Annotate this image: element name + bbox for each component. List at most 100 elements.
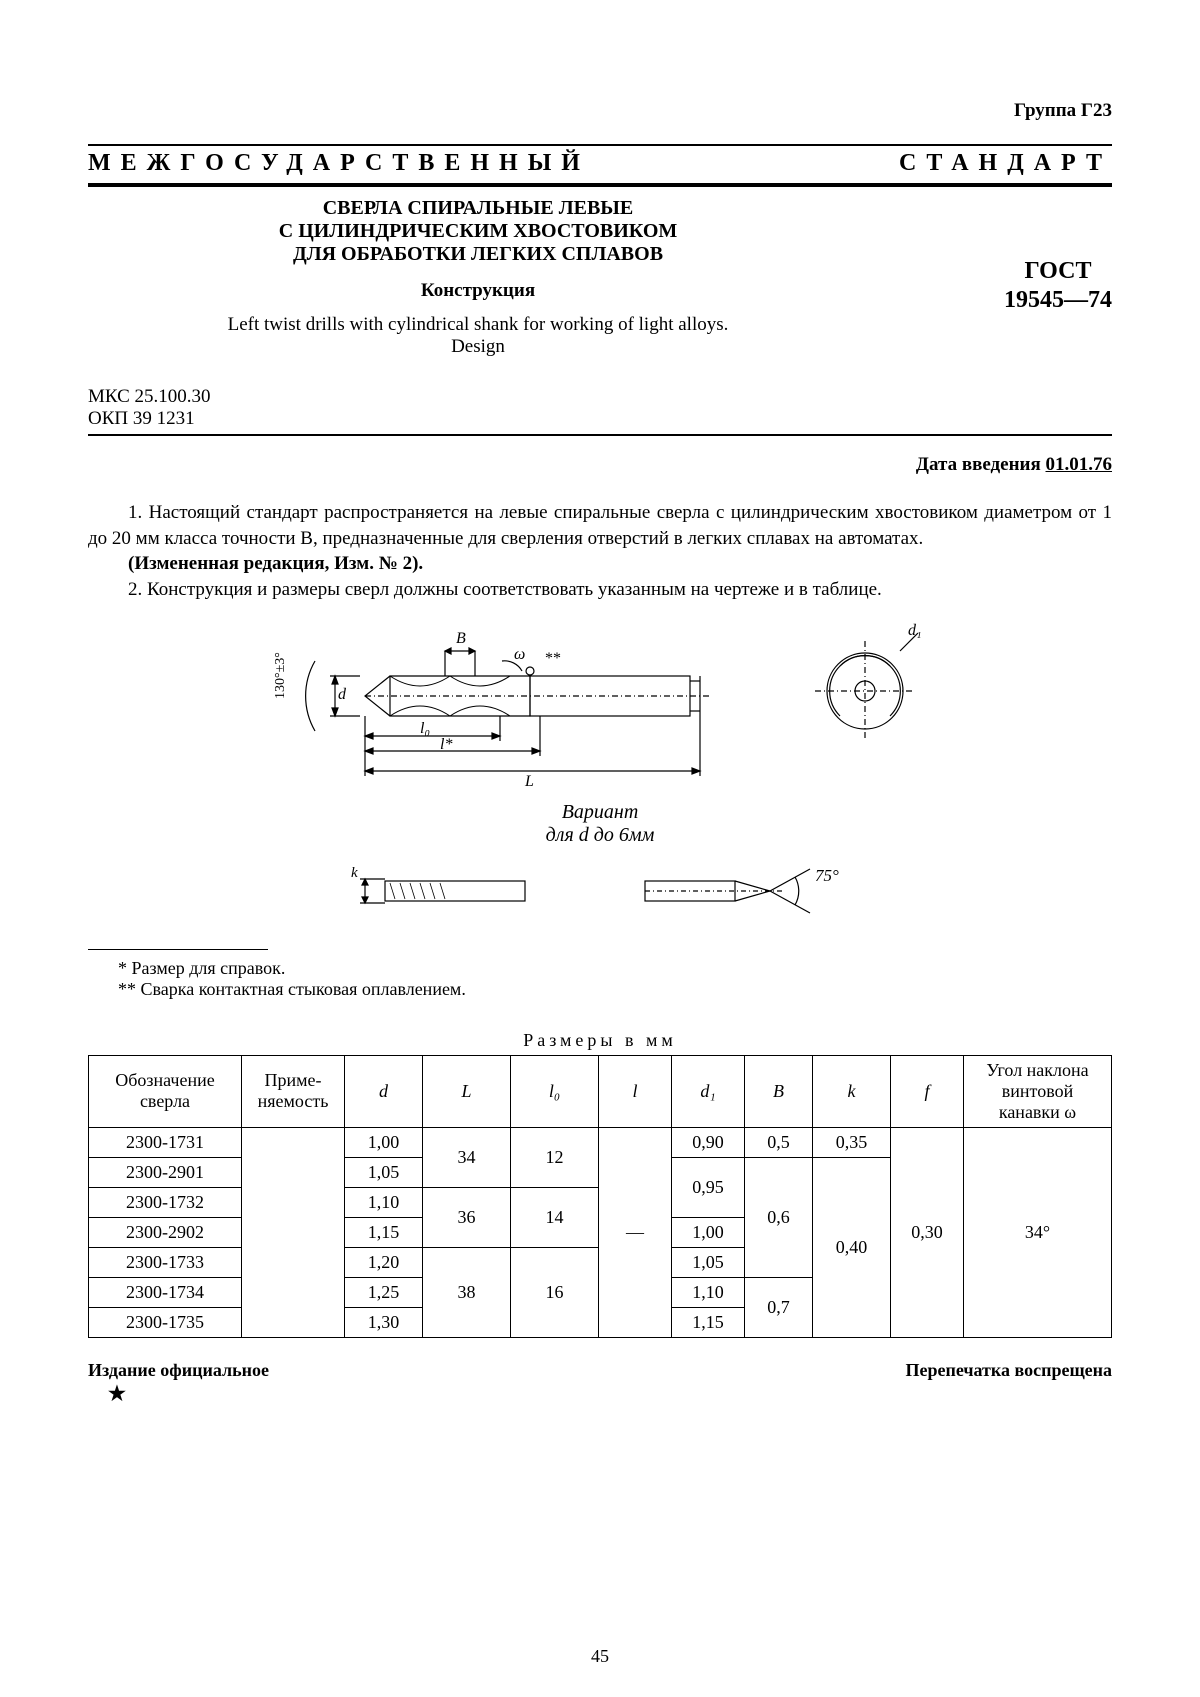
th-l: l: [599, 1055, 672, 1127]
variant-caption: Вариант для d до 6мм: [88, 801, 1112, 847]
td-code: 2300-2901: [89, 1157, 242, 1187]
td-d: 1,15: [345, 1217, 423, 1247]
td-d: 1,30: [345, 1307, 423, 1337]
td-k: 0,40: [813, 1157, 891, 1337]
footnote-2: ** Сварка контактная стыковая оплавление…: [88, 979, 1112, 1000]
footnotes: * Размер для справок. ** Сварка контактн…: [88, 958, 1112, 1000]
td-d1: 0,95: [672, 1157, 745, 1217]
banner: МЕЖГОСУДАРСТВЕННЫЙ СТАНДАРТ: [88, 144, 1112, 187]
page: Группа Г23 МЕЖГОСУДАРСТВЕННЫЙ СТАНДАРТ С…: [0, 0, 1200, 1697]
paragraph-2: 2. Конструкция и размеры сверл должны со…: [88, 577, 1112, 603]
paragraph-1: 1. Настоящий стандарт распространяется н…: [88, 500, 1112, 551]
label-L: L: [524, 773, 534, 790]
construction-label: Конструкция: [168, 280, 788, 302]
group-label: Группа Г23: [88, 100, 1112, 122]
cross-section-drawing: d₁: [800, 621, 930, 751]
th-L: L: [423, 1055, 511, 1127]
th-d: d: [345, 1055, 423, 1127]
td-l0: 12: [511, 1127, 599, 1187]
gost-block: ГОСТ 19545—74: [1004, 257, 1112, 315]
dimensions-table: Обозначение сверла Приме- няемость d L l…: [88, 1055, 1112, 1338]
title-column: СВЕРЛА СПИРАЛЬНЫЕ ЛЕВЫЕ С ЦИЛИНДРИЧЕСКИМ…: [168, 197, 788, 358]
variant-tip-view: 75°: [635, 861, 855, 921]
table-caption: Размеры в мм: [88, 1030, 1112, 1051]
td-B: 0,6: [745, 1157, 813, 1277]
th-f: f: [891, 1055, 964, 1127]
td-prim: [242, 1127, 345, 1337]
th-B: B: [745, 1055, 813, 1127]
label-k: k: [351, 865, 358, 881]
th-angle: Угол наклона винтовой канавки ω: [964, 1055, 1112, 1127]
td-d: 1,25: [345, 1277, 423, 1307]
td-ang: 34°: [964, 1127, 1112, 1337]
td-d: 1,00: [345, 1127, 423, 1157]
td-d1: 1,10: [672, 1277, 745, 1307]
th-k: k: [813, 1055, 891, 1127]
code-mkc: МКС 25.100.30: [88, 386, 1112, 408]
td-B: 0,7: [745, 1277, 813, 1337]
footer-row: Издание официальное ★ Перепечатка воспре…: [88, 1360, 1112, 1406]
code-okp: ОКП 39 1231: [88, 408, 1112, 430]
footnote-rule: [88, 949, 268, 958]
codes-block: МКС 25.100.30 ОКП 39 1231: [88, 386, 1112, 436]
variant-side-view: k: [345, 861, 545, 921]
label-omega: ω: [514, 646, 525, 663]
td-d1: 1,05: [672, 1247, 745, 1277]
footer-left-text: Издание официальное: [88, 1360, 269, 1380]
td-B: 0,5: [745, 1127, 813, 1157]
td-k: 0,35: [813, 1127, 891, 1157]
td-code: 2300-1733: [89, 1247, 242, 1277]
figure-main: B ω ** d 130°±3° l₀ l* L d₁: [88, 621, 1112, 791]
english-sub: Design: [168, 336, 788, 358]
date-label: Дата введения: [916, 454, 1046, 475]
paragraph-change: (Измененная редакция, Изм. № 2).: [88, 551, 1112, 577]
label-d1: d₁: [908, 622, 922, 639]
banner-right: СТАНДАРТ: [899, 150, 1112, 177]
td-L: 36: [423, 1187, 511, 1247]
variant-line-1: Вариант: [88, 801, 1112, 824]
label-B: B: [456, 630, 466, 647]
gost-label: ГОСТ: [1004, 257, 1112, 286]
variant-figures: k 75°: [88, 861, 1112, 921]
title-line-1: СВЕРЛА СПИРАЛЬНЫЕ ЛЕВЫЕ: [168, 197, 788, 220]
title-line-2: С ЦИЛИНДРИЧЕСКИМ ХВОСТОВИКОМ: [168, 220, 788, 243]
date-line: Дата введения 01.01.76: [88, 454, 1112, 476]
td-code: 2300-1732: [89, 1187, 242, 1217]
date-value: 01.01.76: [1046, 454, 1113, 475]
title-line-3: ДЛЯ ОБРАБОТКИ ЛЕГКИХ СПЛАВОВ: [168, 243, 788, 266]
english-title: Left twist drills with cylindrical shank…: [168, 314, 788, 336]
gost-number: 19545—74: [1004, 286, 1112, 315]
th-code: Обозначение сверла: [89, 1055, 242, 1127]
td-l0: 16: [511, 1247, 599, 1337]
footer-right: Перепечатка воспрещена: [905, 1360, 1112, 1406]
footnote-1: * Размер для справок.: [88, 958, 1112, 979]
td-f: 0,30: [891, 1127, 964, 1337]
td-l: —: [599, 1127, 672, 1337]
td-code: 2300-1735: [89, 1307, 242, 1337]
header-block: СВЕРЛА СПИРАЛЬНЫЕ ЛЕВЫЕ С ЦИЛИНДРИЧЕСКИМ…: [88, 197, 1112, 358]
th-d1: d₁: [672, 1055, 745, 1127]
label-75: 75°: [815, 866, 839, 885]
td-l0: 14: [511, 1187, 599, 1247]
td-d: 1,20: [345, 1247, 423, 1277]
td-d: 1,10: [345, 1187, 423, 1217]
td-d1: 0,90: [672, 1127, 745, 1157]
td-code: 2300-1731: [89, 1127, 242, 1157]
star-icon: ★: [88, 1383, 126, 1405]
label-130: 130°±3°: [273, 652, 288, 699]
page-number: 45: [0, 1646, 1200, 1667]
label-stars: **: [545, 650, 561, 667]
td-d1: 1,00: [672, 1217, 745, 1247]
label-l0: l₀: [420, 720, 430, 737]
banner-left: МЕЖГОСУДАРСТВЕННЫЙ: [88, 150, 590, 177]
label-d: d: [338, 686, 347, 703]
label-lstar: l*: [440, 736, 452, 753]
footer-left: Издание официальное ★: [88, 1360, 269, 1406]
td-L: 38: [423, 1247, 511, 1337]
td-code: 2300-1734: [89, 1277, 242, 1307]
body-text: 1. Настоящий стандарт распространяется н…: [88, 500, 1112, 603]
th-prim: Приме- няемость: [242, 1055, 345, 1127]
variant-line-2: для d до 6мм: [88, 824, 1112, 847]
drill-drawing: B ω ** d 130°±3° l₀ l* L: [270, 621, 730, 791]
td-d1: 1,15: [672, 1307, 745, 1337]
